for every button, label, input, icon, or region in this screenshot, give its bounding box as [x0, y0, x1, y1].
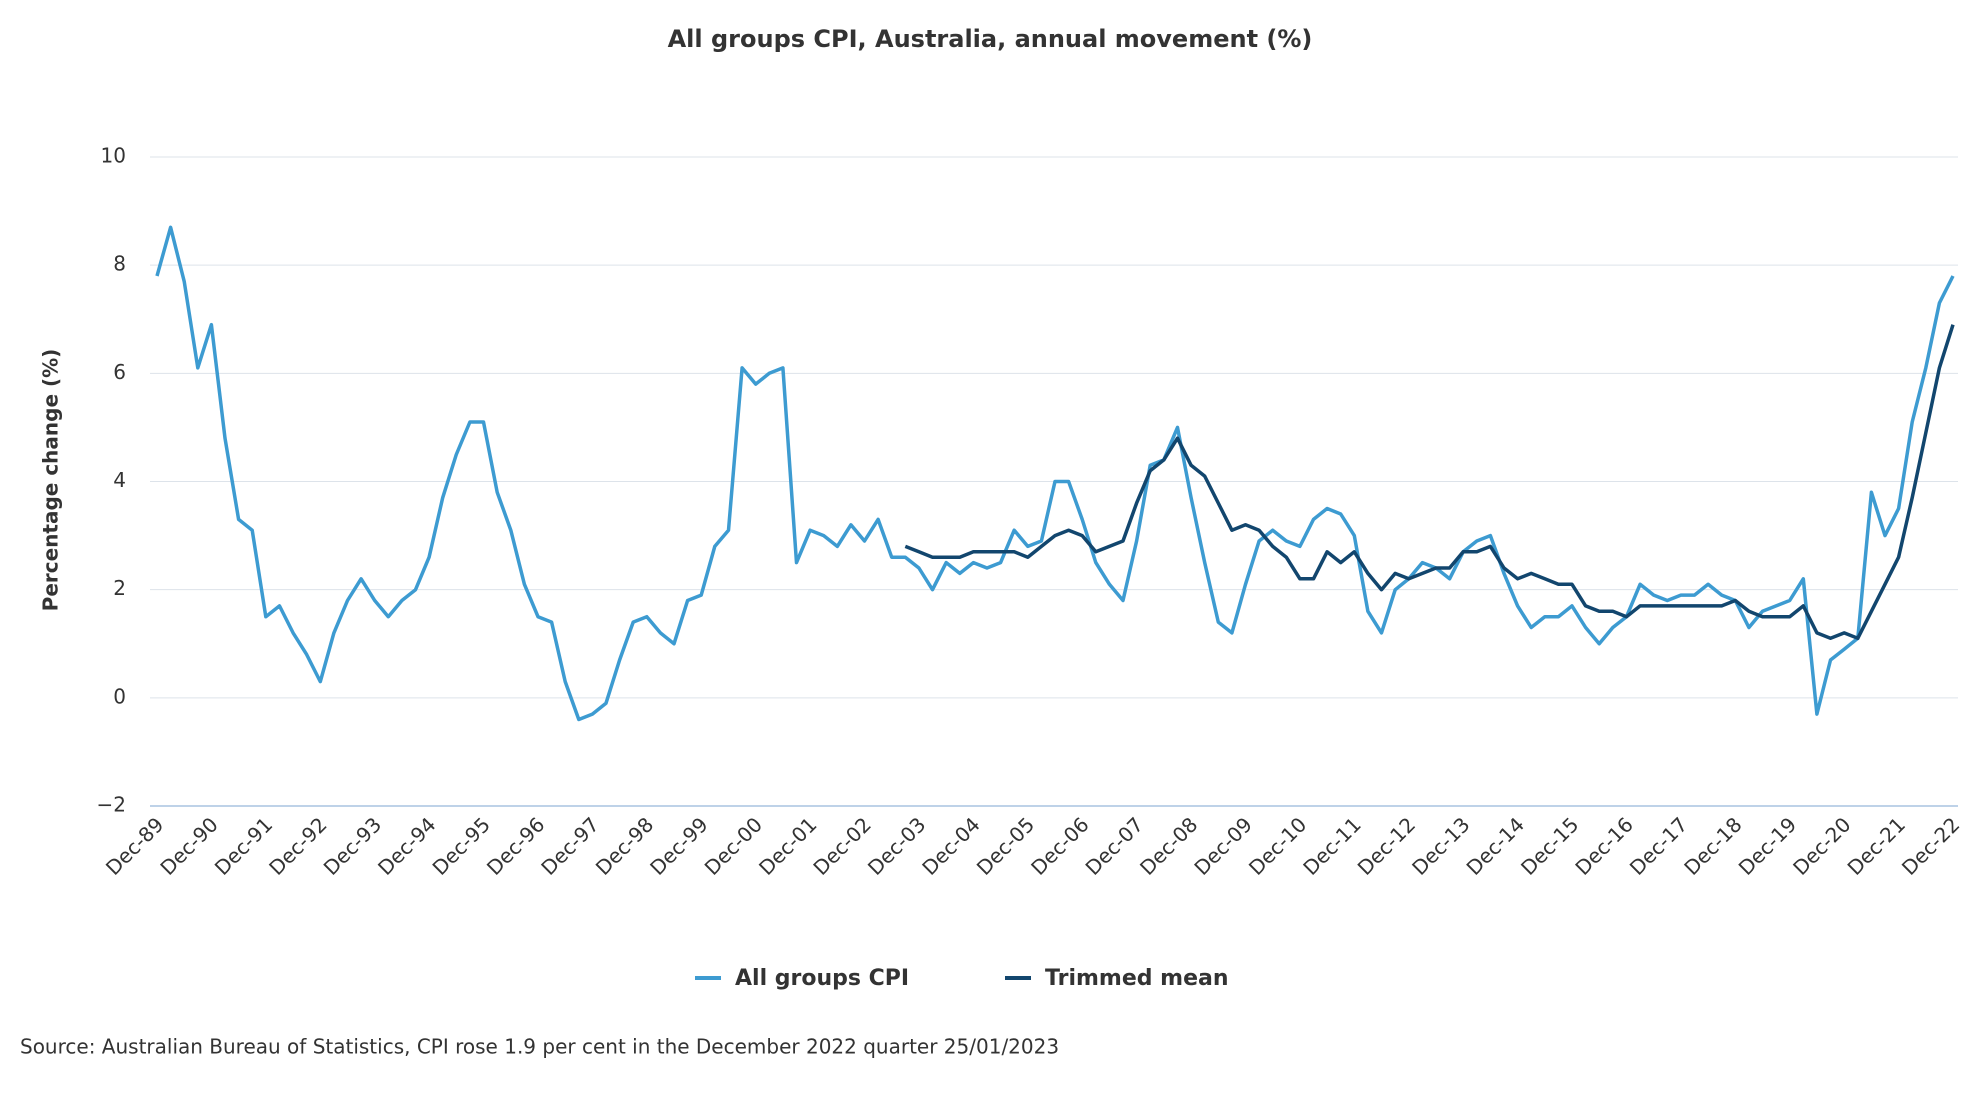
y-axis-label: Percentage change (%)	[39, 349, 63, 612]
x-tick-label: Dec-96	[482, 812, 549, 879]
series-line	[904, 324, 1955, 641]
y-tick-label: 4	[113, 468, 126, 492]
x-tick-label: Dec-95	[428, 812, 495, 879]
x-tick-label: Dec-94	[373, 812, 440, 879]
x-tick-label: Dec-13	[1407, 812, 1474, 879]
x-tick-label: Dec-90	[155, 812, 222, 879]
y-tick-label: 10	[101, 144, 126, 168]
x-tick-label: Dec-97	[536, 812, 603, 879]
x-tick-label: Dec-18	[1679, 812, 1746, 879]
x-tick-label: Dec-98	[591, 812, 658, 879]
x-tick-label: Dec-12	[1353, 812, 1420, 879]
x-tick-label: Dec-00	[700, 812, 767, 879]
y-tick-label: 6	[113, 360, 126, 384]
x-tick-label: Dec-22	[1897, 812, 1964, 879]
x-tick-label: Dec-91	[210, 812, 277, 879]
x-tick-label: Dec-19	[1734, 812, 1801, 879]
x-tick-label: Dec-10	[1244, 812, 1311, 879]
x-tick-label: Dec-92	[264, 812, 331, 879]
x-tick-label: Dec-02	[808, 812, 875, 879]
x-tick-label: Dec-06	[1026, 812, 1093, 879]
x-tick-label: Dec-14	[1462, 812, 1529, 879]
x-tick-label: Dec-07	[1081, 812, 1148, 879]
x-tick-label: Dec-01	[754, 812, 821, 879]
series-line	[155, 225, 1955, 722]
x-tick-label: Dec-09	[1189, 812, 1256, 879]
x-tick-label: Dec-04	[917, 812, 984, 879]
x-tick-label: Dec-20	[1788, 812, 1855, 879]
y-tick-label: 8	[113, 252, 126, 276]
y-tick-label: −2	[97, 793, 126, 817]
x-tick-label: Dec-21	[1843, 812, 1910, 879]
legend-label: All groups CPI	[735, 966, 909, 991]
x-tick-label: Dec-93	[319, 812, 386, 879]
x-tick-label: Dec-08	[1135, 812, 1202, 879]
x-tick-label: Dec-17	[1625, 812, 1692, 879]
x-tick-label: Dec-05	[972, 812, 1039, 879]
x-tick-label: Dec-16	[1570, 812, 1637, 879]
x-tick-label: Dec-15	[1516, 812, 1583, 879]
legend-label: Trimmed mean	[1045, 966, 1229, 991]
x-tick-label: Dec-99	[645, 812, 712, 879]
source-note: Source: Australian Bureau of Statistics,…	[20, 1035, 1059, 1059]
x-tick-label: Dec-89	[101, 812, 168, 879]
y-tick-label: 0	[113, 684, 126, 708]
x-tick-label: Dec-11	[1298, 812, 1365, 879]
chart-title: All groups CPI, Australia, annual moveme…	[668, 25, 1313, 53]
x-tick-label: Dec-03	[863, 812, 930, 879]
y-tick-label: 2	[113, 576, 126, 600]
